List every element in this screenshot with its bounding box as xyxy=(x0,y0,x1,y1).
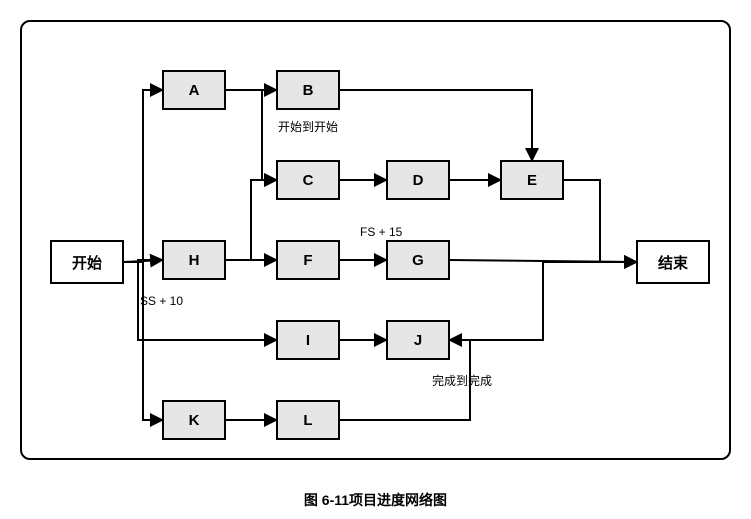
label-lbl_fs: FS + 15 xyxy=(360,225,402,239)
diagram-canvas: 开始 结束 A B C D E H F G I J K L 开始到开始 FS + 15 SS + 10 完成到完… xyxy=(0,0,751,519)
node-H: H xyxy=(162,240,226,280)
diagram-frame xyxy=(20,20,731,460)
node-K: K xyxy=(162,400,226,440)
node-E: E xyxy=(500,160,564,200)
node-F: F xyxy=(276,240,340,280)
node-start: 开始 xyxy=(50,240,124,284)
figure-caption: 图 6-11项目进度网络图 xyxy=(0,490,751,510)
node-I: I xyxy=(276,320,340,360)
node-A: A xyxy=(162,70,226,110)
node-D: D xyxy=(386,160,450,200)
node-J: J xyxy=(386,320,450,360)
label-lbl_ss10: SS + 10 xyxy=(140,294,183,308)
node-end: 结束 xyxy=(636,240,710,284)
label-lbl_ff: 完成到完成 xyxy=(432,372,492,389)
node-C: C xyxy=(276,160,340,200)
node-B: B xyxy=(276,70,340,110)
label-lbl_ss: 开始到开始 xyxy=(278,118,338,135)
node-G: G xyxy=(386,240,450,280)
node-L: L xyxy=(276,400,340,440)
